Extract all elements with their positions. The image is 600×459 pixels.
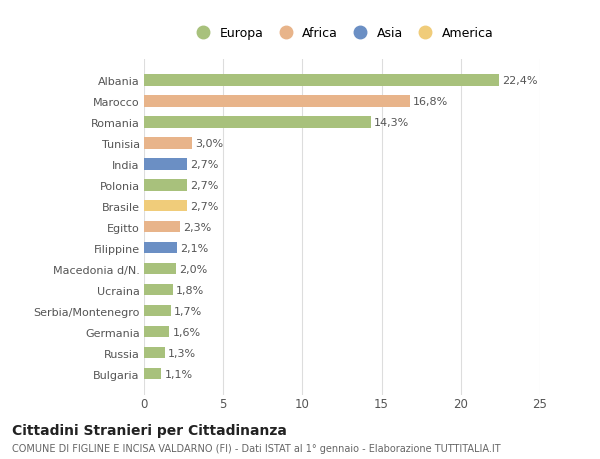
Bar: [144, 326, 169, 338]
Bar: [144, 138, 191, 149]
Text: 1,7%: 1,7%: [174, 306, 202, 316]
Text: 2,3%: 2,3%: [184, 222, 212, 232]
Text: 3,0%: 3,0%: [194, 139, 223, 148]
Text: 2,7%: 2,7%: [190, 159, 218, 169]
Bar: [144, 263, 176, 275]
Text: 1,6%: 1,6%: [173, 327, 200, 337]
Text: 1,1%: 1,1%: [164, 369, 193, 379]
Text: 16,8%: 16,8%: [413, 96, 449, 106]
Bar: [144, 179, 187, 191]
Text: 1,8%: 1,8%: [176, 285, 204, 295]
Bar: [144, 117, 371, 128]
Text: Cittadini Stranieri per Cittadinanza: Cittadini Stranieri per Cittadinanza: [12, 423, 287, 437]
Text: 14,3%: 14,3%: [374, 118, 409, 128]
Text: COMUNE DI FIGLINE E INCISA VALDARNO (FI) - Dati ISTAT al 1° gennaio - Elaborazio: COMUNE DI FIGLINE E INCISA VALDARNO (FI)…: [12, 443, 500, 453]
Text: 22,4%: 22,4%: [502, 76, 538, 86]
Bar: [144, 75, 499, 86]
Text: 1,3%: 1,3%: [168, 348, 196, 358]
Bar: [144, 284, 173, 296]
Bar: [144, 347, 164, 358]
Bar: [144, 96, 410, 107]
Bar: [144, 368, 161, 380]
Bar: [144, 305, 171, 317]
Legend: Europa, Africa, Asia, America: Europa, Africa, Asia, America: [185, 22, 499, 45]
Text: 2,7%: 2,7%: [190, 180, 218, 190]
Bar: [144, 221, 181, 233]
Bar: [144, 242, 177, 254]
Text: 2,7%: 2,7%: [190, 202, 218, 211]
Text: 2,0%: 2,0%: [179, 264, 207, 274]
Text: 2,1%: 2,1%: [181, 243, 209, 253]
Bar: [144, 201, 187, 212]
Bar: [144, 159, 187, 170]
